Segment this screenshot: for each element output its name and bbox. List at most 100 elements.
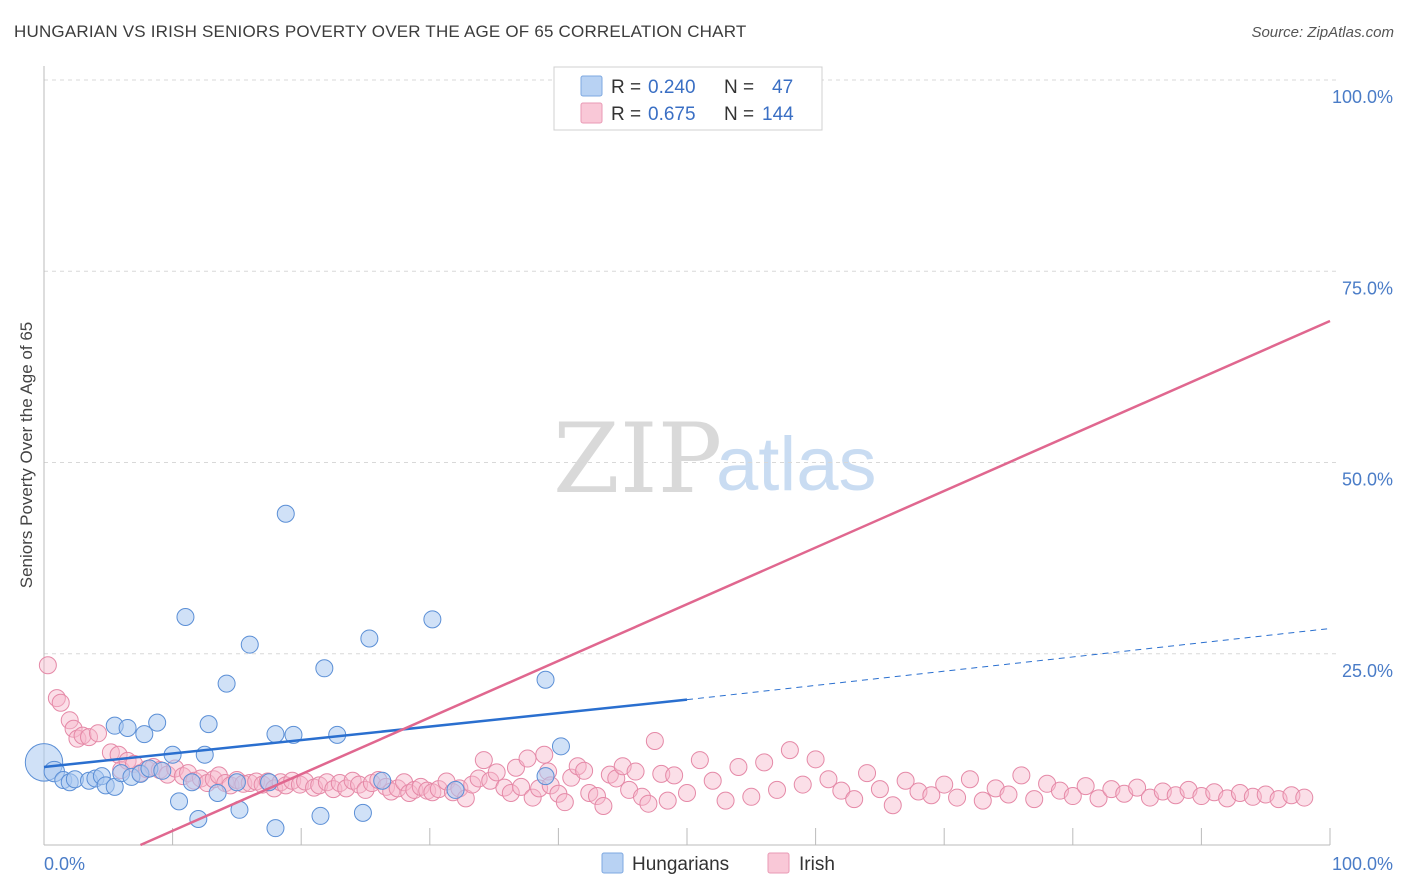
legend-n-value: 144 <box>762 104 794 125</box>
irish-point <box>658 791 677 810</box>
irish-point <box>73 726 92 745</box>
irish-point <box>703 771 722 790</box>
irish-point <box>575 761 594 780</box>
irish-point <box>535 745 554 764</box>
irish-point <box>512 777 531 796</box>
hungarian-point <box>536 767 555 786</box>
hungarian-point <box>353 803 372 822</box>
legend-r-value: 0.675 <box>648 104 696 125</box>
irish-swatch <box>580 102 603 124</box>
gridlines <box>44 79 1338 655</box>
irish-point <box>1063 787 1082 806</box>
hungarian-point <box>217 674 236 693</box>
irish-point <box>806 750 825 769</box>
irish-point <box>60 711 79 730</box>
irish-point <box>89 724 108 743</box>
irish-point <box>51 693 70 712</box>
irish-point <box>935 775 954 794</box>
irish-point <box>1025 790 1044 809</box>
irish-point <box>832 781 851 800</box>
hungarians-trend-extension <box>686 628 1331 701</box>
irish-point <box>793 775 812 794</box>
hungarian-point <box>170 792 189 811</box>
irish-point <box>317 773 336 792</box>
irish-point <box>1012 766 1031 785</box>
hungarian-point <box>373 771 392 790</box>
irish-point <box>400 783 419 802</box>
legend-n-value: 47 <box>772 77 793 98</box>
y-tick-label: 75.0% <box>1342 278 1393 298</box>
irish-point <box>1089 789 1108 808</box>
irish-point <box>501 783 520 802</box>
irish-point <box>960 770 979 789</box>
bottom-legend: Hungarians Irish <box>601 852 835 875</box>
irish-point <box>523 788 542 807</box>
legend-n-label: N = <box>724 104 754 125</box>
hungarian-point <box>315 659 334 678</box>
hungarian-point <box>360 629 379 648</box>
watermark-atlas: atlas <box>716 422 877 507</box>
irish-point <box>870 780 889 799</box>
hungarian-point <box>240 635 259 654</box>
hungarians-series <box>24 504 570 838</box>
irish-point <box>518 749 537 768</box>
y-tick-label: 25.0% <box>1342 661 1393 681</box>
hungarians-legend-label: Hungarians <box>632 854 729 875</box>
x-tick-label: 0.0% <box>44 854 85 874</box>
hungarian-point <box>176 608 195 627</box>
irish-point <box>678 783 696 802</box>
irish-legend-label: Irish <box>799 854 835 875</box>
irish-point <box>729 757 748 776</box>
irish-point <box>973 791 992 810</box>
irish-point <box>690 751 709 770</box>
chart-title: HUNGARIAN VS IRISH SENIORS POVERTY OVER … <box>14 22 747 41</box>
irish-point <box>768 780 787 799</box>
legend-r-value: 0.240 <box>648 77 696 98</box>
irish-point <box>594 796 613 815</box>
hungarian-point <box>536 670 555 689</box>
y-tick-label: 100.0% <box>1332 87 1393 107</box>
irish-point <box>883 796 902 815</box>
hungarian-point <box>551 737 570 756</box>
watermark-zip: ZIP <box>553 403 722 515</box>
irish-point <box>64 719 83 738</box>
hungarian-point <box>423 610 442 629</box>
y-tick-labels: 25.0% 50.0% 75.0% 100.0% <box>1332 87 1393 681</box>
hungarian-point <box>153 761 172 780</box>
trend-lines <box>43 319 1331 847</box>
irish-point <box>469 769 488 788</box>
hungarian-swatch <box>580 75 603 97</box>
hungarian-point <box>208 783 227 802</box>
irish-point <box>68 729 87 748</box>
irish-point <box>1128 778 1147 797</box>
irish-point <box>487 763 506 782</box>
hungarian-point <box>311 806 330 825</box>
hungarian-point <box>227 773 246 792</box>
irish-point <box>999 785 1018 804</box>
irish-point <box>587 787 606 806</box>
x-tick-labels: 0.0% 100.0% <box>44 854 1393 874</box>
irish-point <box>80 728 99 747</box>
axes <box>43 66 1331 846</box>
irish-point <box>819 770 838 789</box>
legend-n-label: N = <box>724 77 754 98</box>
irish-point <box>652 764 671 783</box>
irish-point <box>780 741 799 760</box>
y-axis-title: Seniors Poverty Over the Age of 65 <box>17 322 36 588</box>
hungarian-point <box>148 713 167 732</box>
hungarian-point <box>284 725 303 744</box>
y-tick-label: 50.0% <box>1342 470 1393 490</box>
irish-point <box>632 787 651 806</box>
irish-point <box>665 766 684 785</box>
irish-point <box>474 751 493 770</box>
irish-legend-swatch <box>767 852 790 874</box>
hungarian-point <box>266 725 285 744</box>
irish-point <box>645 731 664 750</box>
stats-legend: R = 0.240 N = 47 R = 0.675 N = 144 <box>553 66 823 131</box>
hungarians-trend-line <box>43 698 688 769</box>
irish-point <box>845 790 864 809</box>
irish-point <box>395 773 414 792</box>
irish-point <box>209 766 228 785</box>
hungarian-point <box>118 718 137 737</box>
